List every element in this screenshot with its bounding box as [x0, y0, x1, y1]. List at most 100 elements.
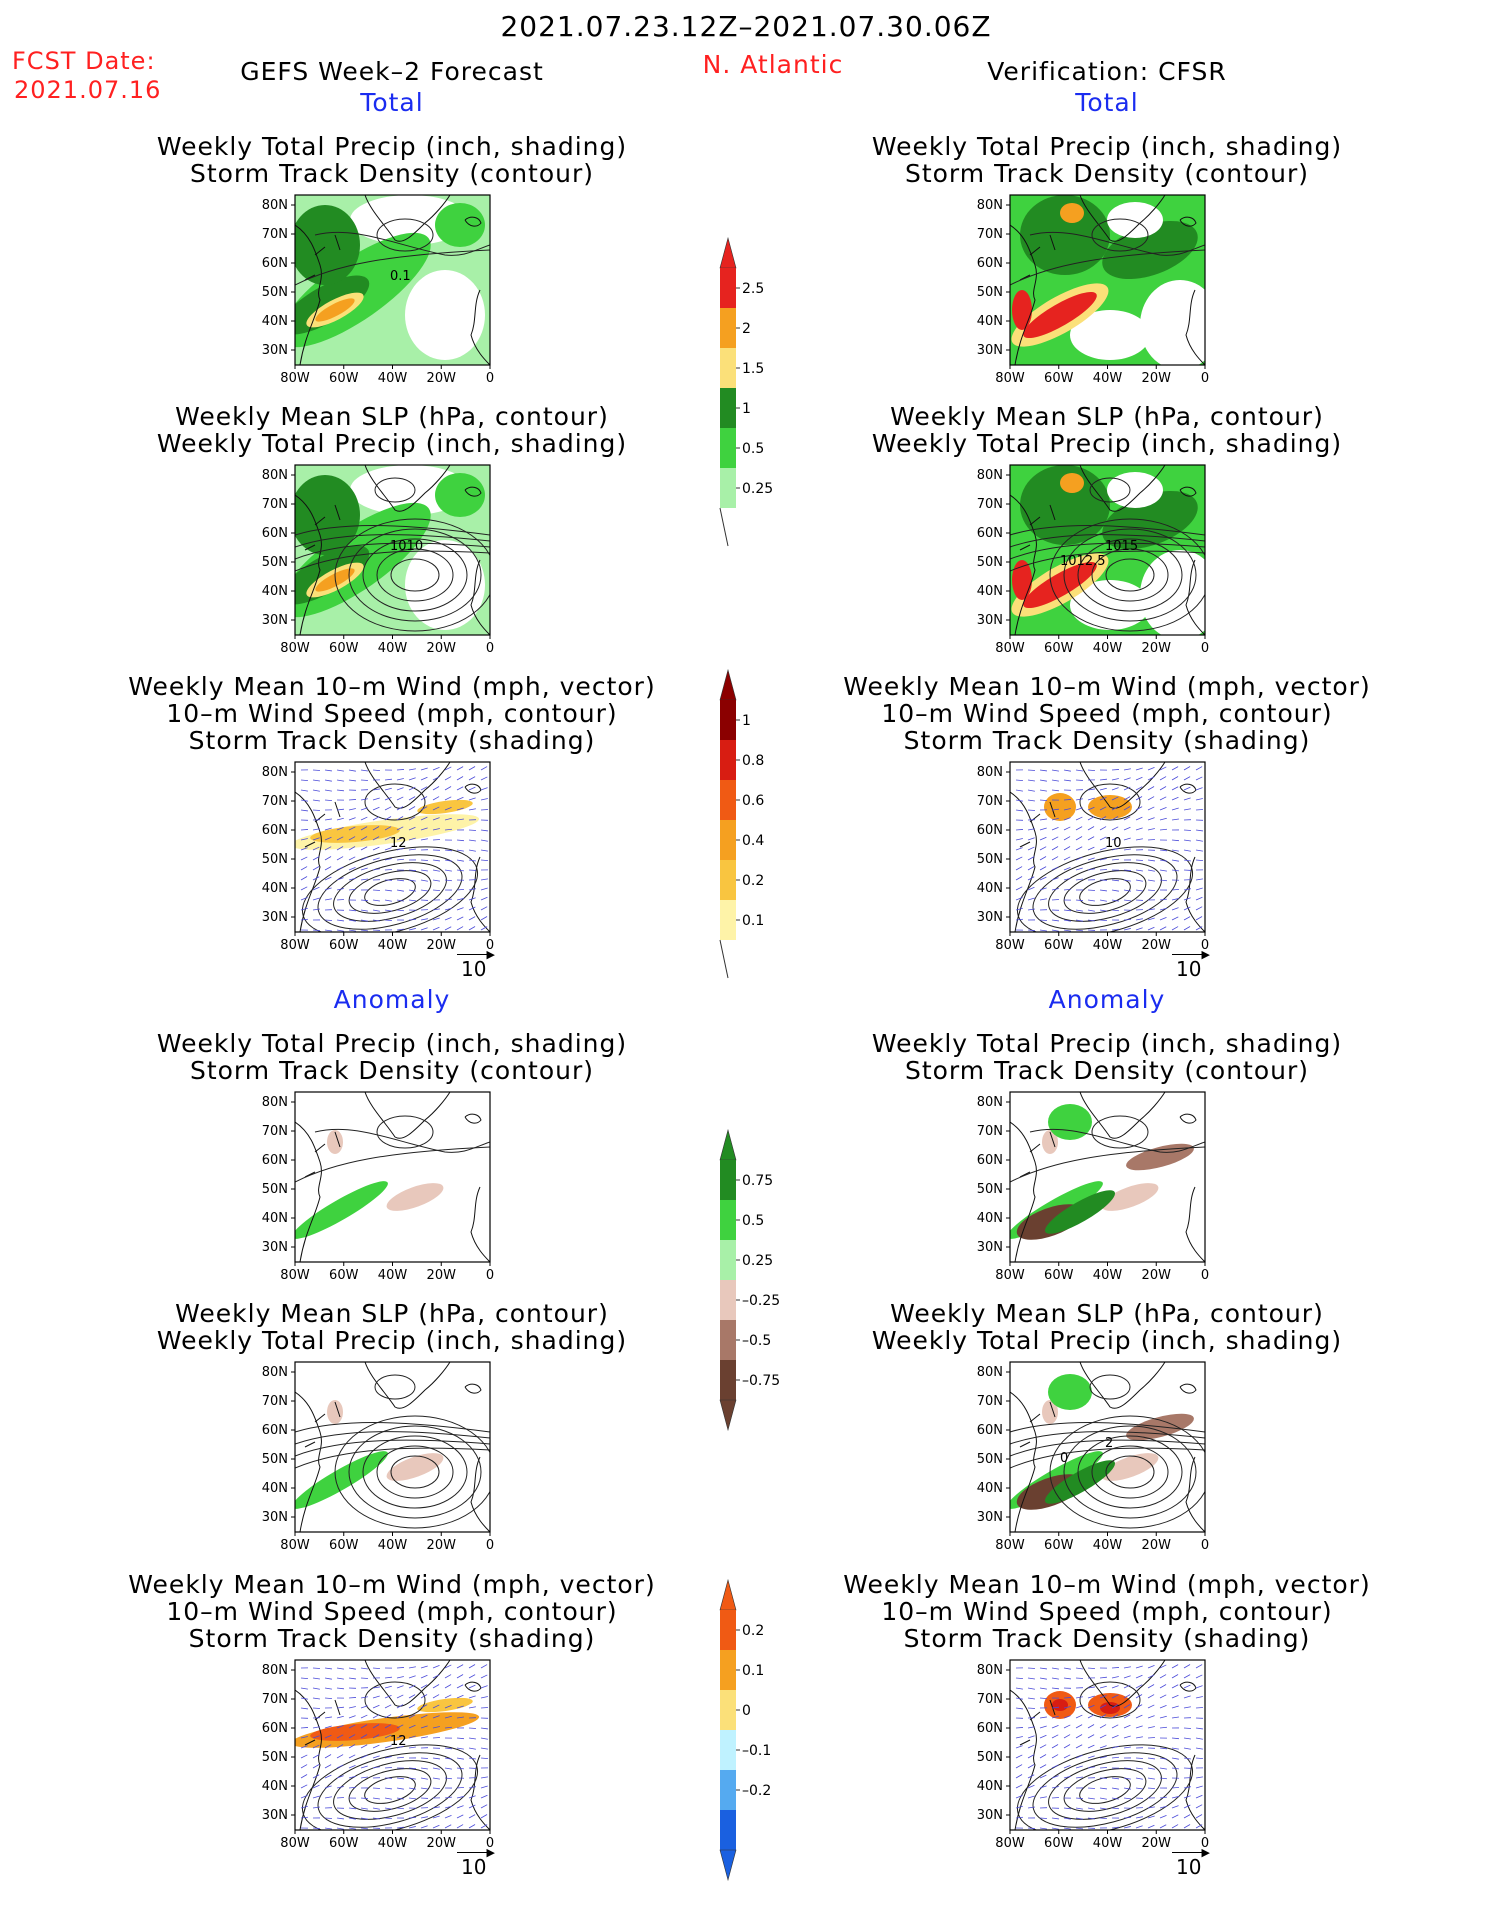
colorbar-segment: [720, 900, 736, 940]
lon-tick-label: 20W: [1142, 1268, 1172, 1283]
lon-tick-label: 20W: [427, 1836, 457, 1851]
lat-tick-label: 80N: [262, 765, 288, 780]
colorbar-top-cap: [719, 236, 737, 269]
lon-tick-label: 40W: [378, 371, 408, 386]
gefs-forecast-title: GEFS Week–2 Forecast: [240, 57, 544, 86]
negative-anomaly-central: [386, 1183, 444, 1211]
colorbar-segment: [720, 1770, 736, 1810]
lon-tick-label: 20W: [1142, 1836, 1172, 1851]
wind-vectors: [1015, 1664, 1204, 1830]
colorbar-segment: [720, 1200, 736, 1240]
lat-tick-label: 80N: [262, 1365, 288, 1380]
labrador-precip: [295, 475, 360, 555]
lat-tick-label: 70N: [262, 497, 288, 512]
negative-anomaly-labrador: [1042, 1130, 1058, 1154]
lon-tick-label: 60W: [329, 1836, 359, 1851]
storm-track-east: [417, 1697, 473, 1713]
lat-tick-label: 70N: [262, 794, 288, 809]
gefs-total-wind-title-line-2: 10–m Wind Speed (mph, contour): [166, 699, 618, 728]
coastline: [295, 762, 490, 932]
contours: [1010, 1374, 1205, 1529]
gefs-anom-slp-title-line-2: Weekly Total Precip (inch, shading): [156, 1326, 628, 1355]
storm-track-peak-west: [1052, 1699, 1068, 1711]
contours: [1016, 783, 1194, 932]
greenland-orange-spot: [1060, 473, 1084, 493]
storm-track-core: [310, 825, 400, 843]
colorbar-segment: [720, 1690, 736, 1730]
dry-east-area: [1140, 550, 1205, 635]
cfsr-total-slp-title-line-1: Weekly Mean SLP (hPa, contour): [890, 402, 1324, 431]
colorbar-label: 2: [742, 321, 751, 337]
lat-tick-label: 70N: [262, 1692, 288, 1707]
lat-tick-label: 80N: [977, 468, 1003, 483]
negative-anomaly-central: [1101, 1183, 1159, 1211]
negative-anomaly-labrador: [327, 1130, 343, 1154]
vector-reference: ▶ 10: [455, 948, 495, 981]
dry-central-area: [1070, 580, 1150, 630]
lat-tick-label: 40N: [262, 584, 288, 599]
greenland-dry: [1107, 472, 1163, 508]
lon-tick-label: 0: [1201, 641, 1209, 656]
lon-tick-label: 0: [1201, 1268, 1209, 1283]
coastline: [1010, 1092, 1205, 1262]
coastline: [1010, 1362, 1205, 1532]
lon-tick-label: 40W: [1093, 641, 1123, 656]
iceland-precip: [435, 473, 485, 517]
negative-anomaly-central: [386, 1453, 444, 1481]
lon-tick-label: 0: [1201, 1538, 1209, 1553]
gefs-total-wind-map: 12 80N 70N 60N 50N 40N 30N 80W 60W 40W 20W 0: [262, 761, 494, 953]
lat-tick-label: 60N: [977, 1153, 1003, 1168]
lat-tick-label: 30N: [262, 1808, 288, 1823]
gefs-anom-wind-title-line-3: Storm Track Density (shading): [188, 1624, 596, 1653]
lat-tick-label: 30N: [262, 1510, 288, 1525]
precip-core-orange: [315, 298, 355, 322]
lon-tick-label: 60W: [1044, 641, 1074, 656]
lat-tick-label: 80N: [977, 1365, 1003, 1380]
lon-tick-label: 80W: [280, 1268, 310, 1283]
positive-anomaly-north: [1048, 1104, 1092, 1140]
contour-label: 2: [1105, 1436, 1113, 1451]
lon-tick-label: 80W: [995, 641, 1025, 656]
cfsr-anom-wind-title-line-1: Weekly Mean 10–m Wind (mph, vector): [843, 1570, 1371, 1599]
lat-tick-label: 80N: [262, 1095, 288, 1110]
colorbar-label: 0.8: [742, 753, 764, 769]
cfsr-total-wind-title-line-3: Storm Track Density (shading): [903, 726, 1311, 755]
colorbar-bottom-tail: [719, 939, 729, 979]
lat-tick-label: 40N: [262, 1211, 288, 1226]
cfsr-anom-slp-map: 2 0 80N 70N 60N 50N 40N 30N 80W 60W 40W 20W 0: [977, 1361, 1209, 1553]
lon-tick-label: 0: [1201, 938, 1209, 953]
cfsr-total-wind-map: 10 80N 70N 60N 50N 40N 30N 80W 60W 40W 20W 0: [977, 761, 1209, 953]
lon-tick-label: 40W: [1093, 371, 1123, 386]
gefs-total-precip-title-line-1: Weekly Total Precip (inch, shading): [156, 132, 628, 161]
lon-tick-label: 60W: [329, 938, 359, 953]
lon-tick-label: 80W: [280, 1538, 310, 1553]
lon-tick-label: 60W: [329, 371, 359, 386]
lat-tick-label: 50N: [977, 1750, 1003, 1765]
colorbar-top-cap: [719, 668, 737, 701]
contour-label: 0: [1060, 1451, 1068, 1466]
colorbar-label: –0.25: [742, 1293, 780, 1309]
labrador-precip: [295, 205, 360, 285]
lon-tick-label: 60W: [1044, 1538, 1074, 1553]
coastline: [295, 1660, 490, 1830]
colorbar-segment: [720, 1280, 736, 1320]
colorbar-segment: [720, 1730, 736, 1770]
gefs-total-slp-map: 1010 80N 70N 60N 50N 40N 30N 80W 60W 40W 20W 0: [262, 464, 494, 656]
storm-track-peak-east: [1100, 1702, 1120, 1714]
lon-tick-label: 40W: [378, 641, 408, 656]
contours: [295, 1374, 490, 1529]
coastline: [295, 465, 490, 635]
contour-label: 0.1: [390, 269, 411, 284]
lat-tick-label: 80N: [262, 1663, 288, 1678]
coastline: [295, 195, 490, 365]
section-total-left: Total: [360, 88, 424, 117]
colorbar-top-cap: [719, 1578, 737, 1611]
coast-red-spot: [1012, 290, 1032, 330]
colorbar-track-total: 1 0.8 0.6 0.4 0.2 0.1: [719, 668, 764, 979]
colorbar-precip-total: 2.5 2 1.5 1 0.5 0.25: [719, 236, 773, 547]
section-anomaly-right: Anomaly: [1048, 985, 1166, 1014]
storm-track-east: [417, 799, 473, 815]
lat-tick-label: 40N: [262, 314, 288, 329]
lon-tick-label: 40W: [1093, 1836, 1123, 1851]
cfsr-anom-slp-title-line-2: Weekly Total Precip (inch, shading): [871, 1326, 1343, 1355]
